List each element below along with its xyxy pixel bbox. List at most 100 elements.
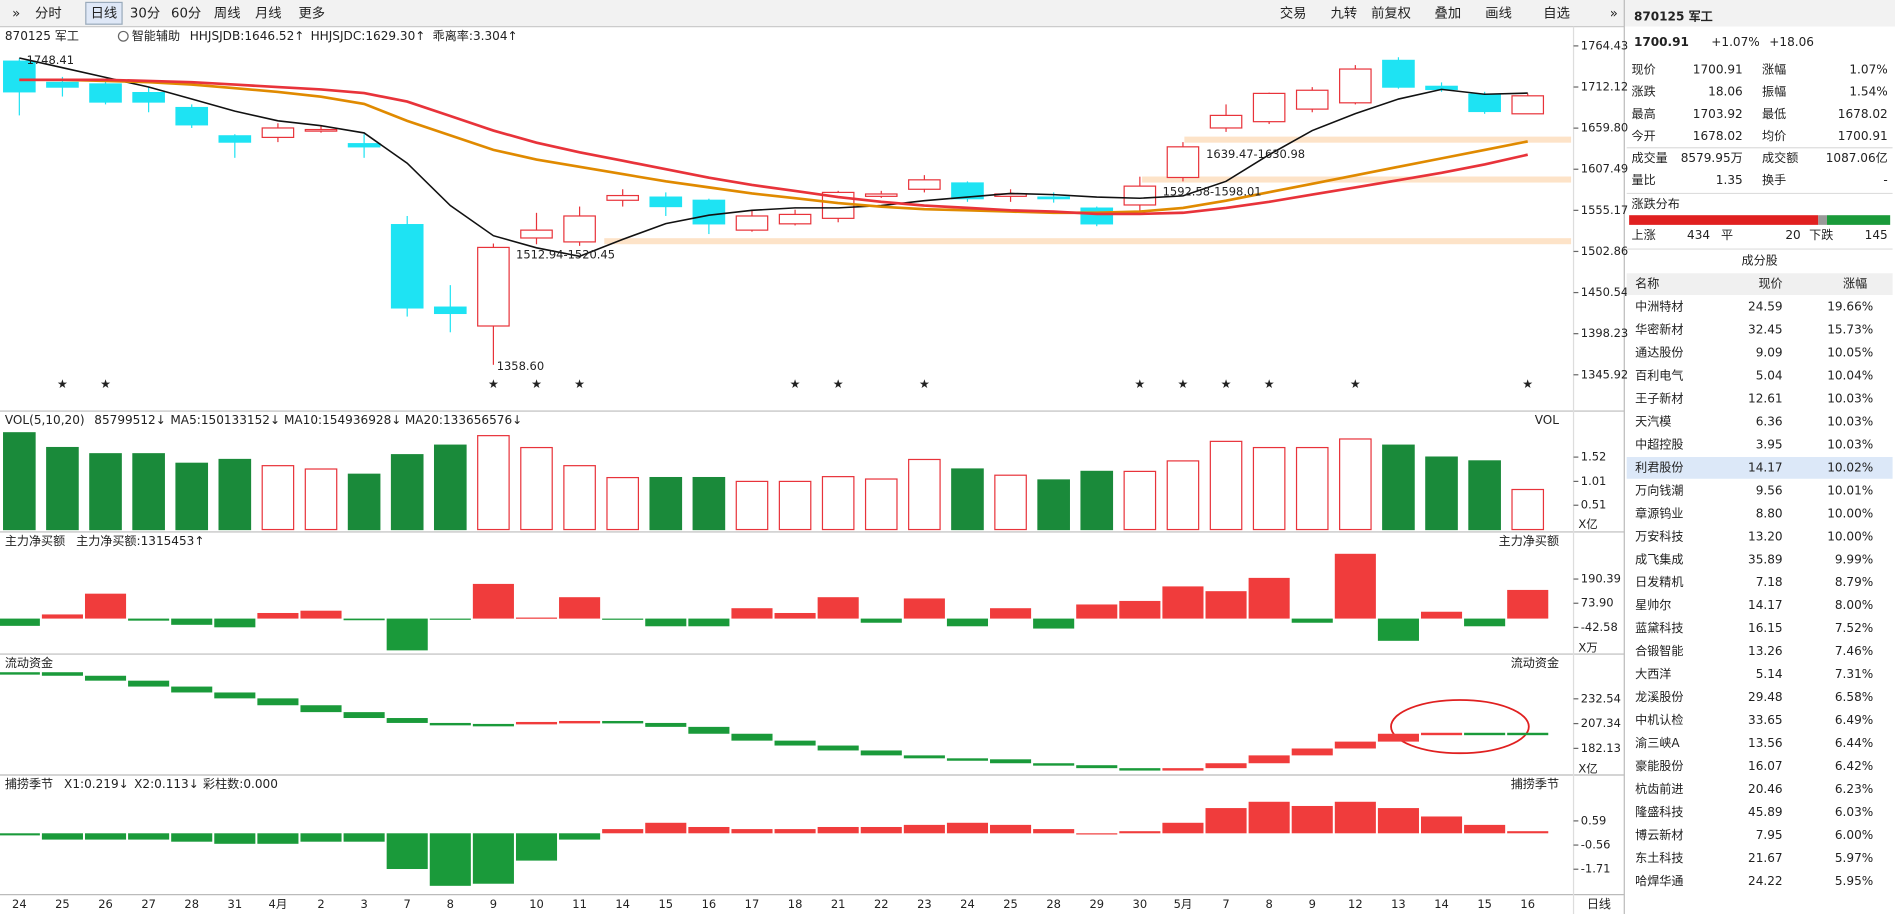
stock-price: 24.22 <box>1748 874 1783 888</box>
stock-change: 8.79% <box>1835 575 1873 589</box>
x-tick-label: 7 <box>1222 897 1229 911</box>
stock-name[interactable]: 中机认检 <box>1635 712 1683 727</box>
stock-name[interactable]: 哈焊华通 <box>1635 873 1683 888</box>
stock-price: 16.07 <box>1748 759 1783 773</box>
stock-name[interactable]: 通达股份 <box>1635 346 1683 360</box>
toolbar-button[interactable]: 叠加 <box>1435 5 1462 21</box>
toolbar-tab[interactable]: 60分 <box>171 5 201 21</box>
stock-name[interactable]: 合锻智能 <box>1635 643 1683 658</box>
toolbar-button[interactable]: 交易 <box>1280 4 1307 21</box>
quote-label: 最高 <box>1632 106 1656 121</box>
flow-bar <box>1119 768 1161 771</box>
indicator-bar <box>429 618 471 620</box>
stock-name[interactable]: 渝三峡A <box>1635 735 1680 750</box>
candle-body <box>390 224 424 309</box>
stock-name[interactable]: 隆盛科技 <box>1635 804 1683 819</box>
flow-bar <box>602 720 644 724</box>
stock-change: 10.05% <box>1827 346 1873 360</box>
column-header[interactable]: 涨幅 <box>1843 276 1867 291</box>
volume-bar <box>1339 438 1372 531</box>
stock-name[interactable]: 华密新材 <box>1635 322 1683 337</box>
indicator-icon[interactable] <box>117 30 129 42</box>
chart-title: 870125 军工 <box>5 29 79 43</box>
stock-change: 10.00% <box>1827 529 1873 543</box>
stock-name[interactable]: 中洲特材 <box>1635 299 1683 314</box>
toolbar-button[interactable]: 画线 <box>1485 5 1512 21</box>
toolbar-button[interactable]: 自选 <box>1543 5 1570 21</box>
x-tick-label: 5月 <box>1174 897 1193 911</box>
stock-name[interactable]: 万向钱潮 <box>1635 482 1683 497</box>
stock-change: 10.01% <box>1827 483 1873 497</box>
column-header[interactable]: 名称 <box>1635 276 1659 291</box>
volume-bar <box>1511 488 1545 531</box>
stock-change: 6.42% <box>1835 759 1873 773</box>
toolbar-tab[interactable]: 周线 <box>214 5 241 21</box>
stock-name[interactable]: 章源钨业 <box>1635 505 1683 520</box>
toolbar-button[interactable]: 九转 <box>1331 5 1358 21</box>
x-tick-label: 24 <box>960 897 975 911</box>
stock-change: 6.49% <box>1835 713 1873 727</box>
stock-name[interactable]: 万安科技 <box>1635 528 1683 543</box>
candle-body <box>1339 68 1372 104</box>
stock-name[interactable]: 龙溪股份 <box>1635 690 1683 704</box>
toolbar-tab[interactable]: 更多 <box>299 4 326 21</box>
indicator-bar <box>515 833 558 861</box>
candle-body <box>3 60 36 93</box>
toolbar-button[interactable]: 前复权 <box>1371 4 1411 21</box>
column-header[interactable]: 现价 <box>1758 277 1782 291</box>
flow-bar <box>0 672 40 675</box>
x-tick-label: 11 <box>572 897 587 911</box>
stock-name[interactable]: 杭齿前进 <box>1635 781 1683 796</box>
panel-title: 主力净买额 <box>5 534 65 548</box>
stock-name[interactable]: 百利电气 <box>1635 367 1683 382</box>
toolbar-tab[interactable]: 日线 <box>91 5 118 21</box>
indicator-bar <box>559 833 601 840</box>
indicator-bar <box>1119 600 1161 619</box>
collapse-icon[interactable]: » <box>12 6 20 21</box>
section-title: 涨跌分布 <box>1632 196 1680 211</box>
indicator-bar <box>1420 816 1463 834</box>
y-tick-label: 1555.17 <box>1581 203 1628 217</box>
candle-body <box>89 83 122 103</box>
indicator-bar <box>386 833 428 870</box>
stock-price: 35.89 <box>1748 552 1783 566</box>
stock-name[interactable]: 成飞集成 <box>1635 551 1683 566</box>
expand-icon[interactable]: » <box>1610 6 1618 21</box>
stock-name[interactable]: 日发精机 <box>1635 574 1683 589</box>
toolbar-tab[interactable]: 分时 <box>35 5 62 21</box>
stock-change: 6.44% <box>1835 736 1873 750</box>
stock-name[interactable]: 东土科技 <box>1635 851 1683 865</box>
candle-body <box>1166 146 1200 179</box>
toolbar-tab[interactable]: 月线 <box>255 5 282 21</box>
indicator-bar <box>1119 831 1161 834</box>
indicator-bar <box>128 618 170 621</box>
stock-name[interactable]: 豪能股份 <box>1635 758 1683 773</box>
indicator-label[interactable]: 智能辅助 <box>132 28 180 43</box>
volume-bar <box>563 465 596 531</box>
y-tick-label: 1.01 <box>1581 474 1607 488</box>
legend-entry: MA5:150133152↓ <box>170 413 280 427</box>
stock-name[interactable]: 大西洋 <box>1635 666 1671 681</box>
stock-change: 7.31% <box>1835 667 1873 681</box>
stock-name[interactable]: 天汽模 <box>1635 413 1671 428</box>
stock-name[interactable]: 中超控股 <box>1635 436 1683 451</box>
stock-name[interactable]: 星帅尔 <box>1635 597 1671 612</box>
flow-bar <box>300 705 342 713</box>
indicator-bar <box>257 833 299 844</box>
stock-price: 20.46 <box>1748 782 1783 796</box>
stock-change: 6.23% <box>1835 782 1873 796</box>
flat-bar <box>1818 215 1827 225</box>
toolbar-tab[interactable]: 30分 <box>130 5 160 21</box>
stock-name[interactable]: 博云新材 <box>1635 827 1683 842</box>
x-tick-label: 17 <box>745 897 760 911</box>
stock-name[interactable]: 蓝黛科技 <box>1635 621 1683 635</box>
y-tick-label: 1712.12 <box>1581 80 1628 94</box>
stock-name[interactable]: 利君股份 <box>1635 460 1683 474</box>
flow-bar <box>128 680 170 687</box>
stock-name[interactable]: 王子新材 <box>1635 390 1683 405</box>
volume-bar <box>735 480 769 531</box>
indicator-bar <box>1033 618 1075 629</box>
distribution-text: 20 <box>1785 228 1800 242</box>
quote-value: 1700.91 <box>1838 129 1888 143</box>
stock-price: 32.45 <box>1748 323 1783 337</box>
